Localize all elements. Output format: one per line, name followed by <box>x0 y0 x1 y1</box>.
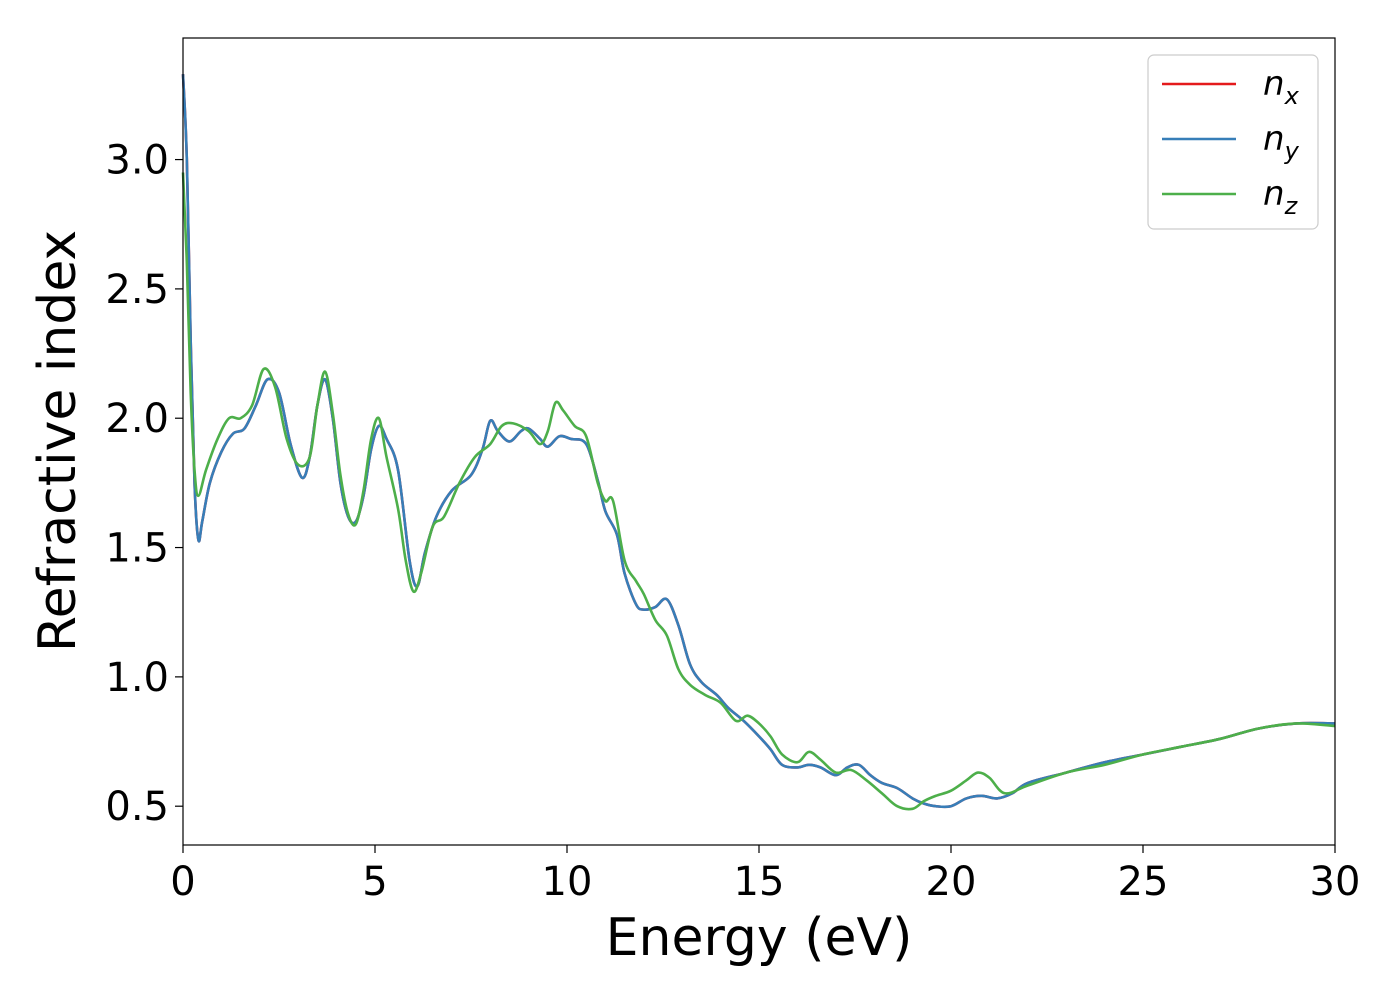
y-tick-label: 3.0 <box>105 138 169 184</box>
x-tick-label: 10 <box>542 859 593 905</box>
x-tick-label: 15 <box>734 859 785 905</box>
plot-lines <box>181 74 1336 811</box>
x-tick-label: 20 <box>926 859 977 905</box>
y-axis-ticks: 0.5 1.0 1.5 2.0 2.5 3.0 <box>105 138 183 830</box>
y-tick-label: 2.0 <box>105 396 169 442</box>
y-tick-label: 1.0 <box>105 655 169 701</box>
y-tick-label: 1.5 <box>105 526 169 572</box>
x-tick-label: 25 <box>1118 859 1169 905</box>
x-tick-label: 5 <box>362 859 387 905</box>
y-tick-label: 0.5 <box>105 784 169 830</box>
x-tick-label: 0 <box>170 859 195 905</box>
x-tick-label: 30 <box>1310 859 1361 905</box>
y-axis-label: Refractive index <box>28 230 88 652</box>
legend-box <box>1147 54 1319 230</box>
x-axis-ticks: 0 5 10 15 20 25 30 <box>170 845 1360 905</box>
y-tick-label: 2.5 <box>105 267 169 313</box>
series-line-nz <box>181 172 1336 811</box>
x-axis-label: Energy (eV) <box>606 908 913 968</box>
